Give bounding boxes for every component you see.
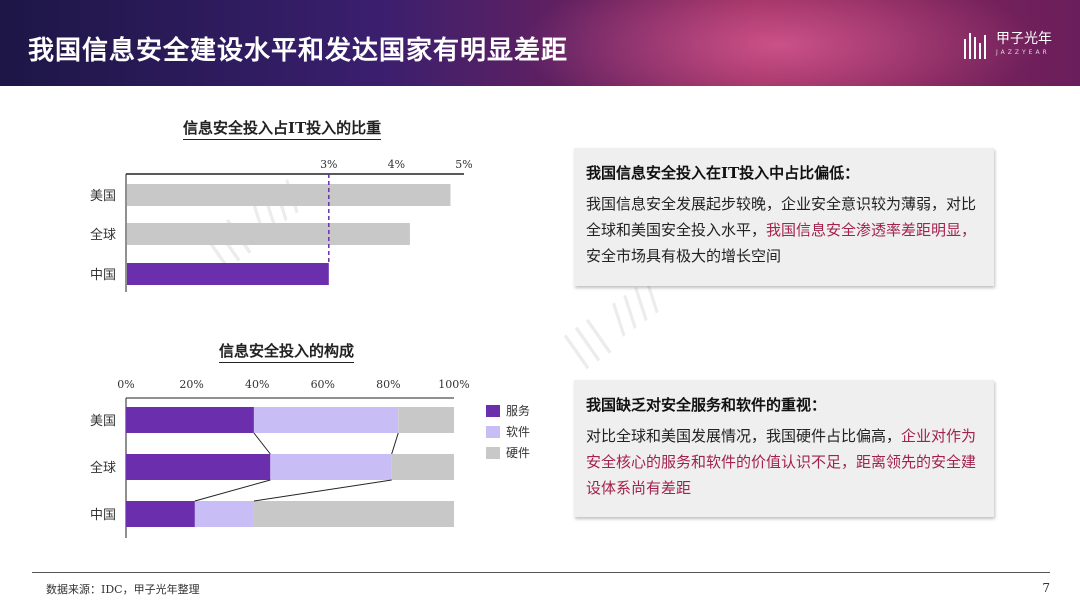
- y-category-label: 美国: [90, 414, 116, 429]
- bar-segment: [126, 501, 195, 527]
- y-category-label: 全球: [90, 460, 116, 476]
- legend-swatch: [486, 404, 500, 417]
- x-tick-label: 5%: [455, 158, 472, 171]
- callout-body: 对比全球和美国发展情况，我国硬件占比偏高，企业对作为安全核心的服务和软件的价值认…: [586, 423, 980, 501]
- callout-body-text: 我国信息安全发展起步较晚，企业安全意识较为薄弱，对比全球和美国安全投入水平，: [586, 195, 977, 239]
- x-tick-label: 80%: [376, 378, 400, 391]
- callout-title: 我国缺乏对安全服务和软件的重视：: [586, 396, 827, 414]
- header-glow: [520, 0, 1040, 86]
- legend-item-software: 软件: [486, 423, 530, 440]
- bar-1: [127, 223, 410, 245]
- chart2-title: 信息安全投入的构成: [219, 340, 355, 363]
- x-tick-label: 0%: [117, 378, 134, 391]
- legend-label: 软件: [506, 425, 531, 439]
- callout-title: 我国信息安全投入在IT投入中占比偏低：: [586, 164, 860, 182]
- y-category-label: 中国: [90, 508, 116, 523]
- callout-body: 我国信息安全发展起步较晚，企业安全意识较为薄弱，对比全球和美国安全投入水平，我国…: [586, 191, 980, 269]
- y-category-label: 全球: [90, 227, 116, 243]
- x-tick-label: 20%: [179, 378, 203, 391]
- callout-composition: 我国缺乏对安全服务和软件的重视： 对比全球和美国发展情况，我国硬件占比偏高，企业…: [574, 380, 994, 517]
- series-connector: [253, 479, 392, 502]
- legend-swatch: [486, 425, 500, 438]
- brand-mark-icon: [964, 33, 986, 59]
- x-tick-label: 40%: [245, 378, 269, 391]
- callout-it-ratio: 我国信息安全投入在IT投入中占比偏低： 我国信息安全发展起步较晚，企业安全意识较…: [574, 148, 994, 286]
- bar-segment: [253, 501, 454, 527]
- x-tick-label: 4%: [388, 158, 405, 171]
- x-tick-label: 100%: [438, 378, 469, 391]
- page-title: 我国信息安全建设水平和发达国家有明显差距: [28, 36, 569, 66]
- y-category-label: 美国: [90, 189, 116, 204]
- legend-swatch: [486, 446, 500, 459]
- callout-body-tail: 安全市场具有极大的增长空间: [586, 247, 782, 265]
- legend-label: 硬件: [506, 446, 531, 460]
- bar-2: [127, 263, 329, 285]
- bar-segment: [391, 454, 454, 480]
- footer-divider: [32, 572, 1050, 573]
- data-source: 数据来源：IDC，甲子光年整理: [46, 583, 200, 596]
- x-tick-label: 3%: [320, 158, 337, 171]
- bar-segment: [253, 407, 399, 433]
- bar-segment: [126, 407, 254, 433]
- bar-segment: [270, 454, 392, 480]
- legend-item-service: 服务: [486, 402, 530, 419]
- legend-item-hardware: 硬件: [486, 444, 530, 461]
- bar-segment: [194, 501, 254, 527]
- bar-0: [127, 184, 451, 206]
- callout-body-highlight: 企业对作为安全核心的服务和软件的价值认识不足，距离领先的安全建设体系尚有差距: [586, 427, 977, 497]
- brand-sub: JAZZYEAR: [996, 49, 1050, 56]
- page-number: 7: [1042, 581, 1050, 595]
- legend-label: 服务: [506, 404, 531, 418]
- watermark-logo: ||| ////: [556, 273, 671, 373]
- callout-body-text: 对比全球和美国发展情况，我国硬件占比偏高，: [586, 427, 902, 445]
- brand-logo: 甲子光年 JAZZYEAR: [964, 32, 1052, 60]
- header-banner: 我国信息安全建设水平和发达国家有明显差距 甲子光年 JAZZYEAR: [0, 0, 1080, 86]
- callout-body-highlight: 我国信息安全渗透率差距明显，: [766, 221, 977, 239]
- y-category-label: 中国: [90, 268, 116, 283]
- chart1-title: 信息安全投入占IT投入的比重: [183, 117, 382, 140]
- bar-segment: [126, 454, 271, 480]
- bar-segment: [398, 407, 454, 433]
- series-connector: [391, 432, 399, 455]
- brand-name: 甲子光年: [996, 31, 1052, 47]
- series-connector: [253, 432, 271, 455]
- x-tick-label: 60%: [311, 378, 335, 391]
- series-connector: [194, 479, 271, 502]
